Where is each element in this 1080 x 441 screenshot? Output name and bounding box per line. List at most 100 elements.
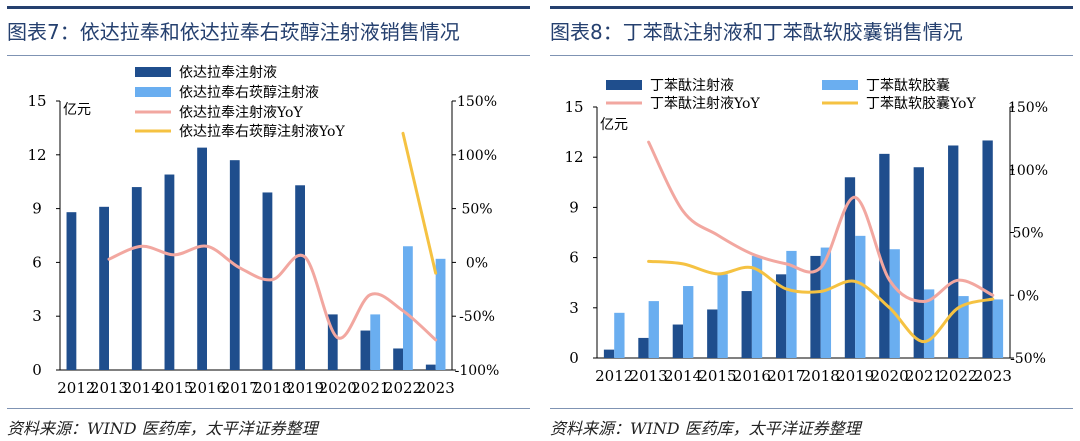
bar-primary bbox=[393, 348, 403, 370]
x-tick-label: 2018 bbox=[253, 379, 291, 397]
y2-tick-label: -50% bbox=[1010, 351, 1046, 367]
y-tick-label: 0 bbox=[569, 349, 579, 367]
legend-label: 依达拉奉右莰醇注射液YoY bbox=[179, 123, 345, 140]
bar-secondary bbox=[717, 274, 728, 358]
chart-panel-right: 图表8：丁苯酞注射液和丁苯酞软胶囊销售情况 0 3 6 9 12 15 -50% 0% 50% 1… bbox=[550, 0, 1073, 441]
bar-primary bbox=[327, 314, 338, 370]
bar-primary bbox=[99, 206, 109, 370]
y-tick-label: 6 bbox=[32, 253, 42, 271]
legend-swatch bbox=[606, 80, 642, 90]
x-tick-label: 2020 bbox=[870, 367, 908, 385]
x-tick-label: 2021 bbox=[351, 379, 389, 397]
y-unit-label: 亿元 bbox=[63, 102, 91, 118]
x-tick-label: 2019 bbox=[836, 367, 874, 385]
y2-tick-label: 0% bbox=[1017, 288, 1039, 304]
x-tick-label: 2012 bbox=[57, 379, 95, 397]
bar-secondary bbox=[435, 258, 446, 370]
y2-tick-label: 150% bbox=[457, 94, 497, 110]
y2-tick-label: 50% bbox=[461, 202, 492, 218]
x-tick-label: 2022 bbox=[939, 367, 977, 385]
legend-label: 丁苯酞软胶囊 bbox=[866, 77, 950, 94]
title-divider bbox=[7, 55, 530, 56]
bar-secondary bbox=[958, 296, 969, 358]
bar-primary bbox=[672, 324, 684, 358]
x-tick-label: 2020 bbox=[319, 379, 357, 397]
x-tick-label: 2017 bbox=[221, 379, 259, 397]
bar-secondary bbox=[683, 286, 694, 358]
title-top-rule bbox=[7, 6, 530, 9]
source-divider bbox=[7, 408, 530, 409]
title-divider bbox=[550, 55, 1073, 56]
x-tick-label: 2023 bbox=[974, 367, 1012, 385]
bar-secondary bbox=[751, 255, 763, 358]
y-tick-label: 9 bbox=[32, 200, 42, 218]
y-tick-label: 3 bbox=[32, 307, 42, 325]
bar-secondary bbox=[820, 247, 832, 358]
bar-primary bbox=[360, 330, 371, 370]
x-tick-label: 2016 bbox=[733, 367, 771, 385]
bar-primary bbox=[810, 255, 821, 358]
source-note: 资料来源：WIND 医药库，太平洋证券整理 bbox=[7, 419, 318, 438]
bar-primary bbox=[707, 309, 718, 358]
bar-primary bbox=[197, 147, 207, 370]
title-top-rule bbox=[550, 6, 1073, 9]
bar-primary bbox=[164, 174, 175, 370]
y2-tick-label: 100% bbox=[457, 148, 497, 164]
bar-primary bbox=[741, 291, 752, 358]
bar-secondary bbox=[614, 312, 625, 358]
yoy-line-primary bbox=[647, 140, 995, 304]
chart-left: 0 3 6 9 12 15 -100% -50% 0% 50% 100% 150% 亿元 20122013… bbox=[27, 65, 500, 397]
x-tick-label: 2014 bbox=[123, 379, 161, 397]
yoy-line-primary bbox=[107, 244, 438, 342]
bar-secondary bbox=[889, 249, 900, 358]
x-tick-label: 2021 bbox=[905, 367, 943, 385]
y2-tick-label: -100% bbox=[455, 363, 500, 379]
y-tick-label: 3 bbox=[569, 299, 579, 317]
figure-title: 图表7：依达拉奉和依达拉奉右莰醇注射液销售情况 bbox=[7, 20, 460, 44]
y-tick-label: 6 bbox=[569, 249, 579, 267]
y-tick-label: 12 bbox=[564, 148, 583, 166]
chart-right: 03691215-50%0%50%100%150%亿元2012201320142… bbox=[564, 77, 1048, 385]
figure-title: 图表8：丁苯酞注射液和丁苯酞软胶囊销售情况 bbox=[550, 20, 963, 44]
bar-secondary bbox=[648, 301, 659, 358]
legend-swatch bbox=[135, 87, 171, 97]
bar-secondary bbox=[923, 289, 935, 358]
x-tick-label: 2013 bbox=[630, 367, 668, 385]
x-tick-label: 2018 bbox=[802, 367, 840, 385]
x-tick-label: 2017 bbox=[767, 367, 805, 385]
bar-secondary bbox=[370, 314, 381, 370]
x-tick-label: 2013 bbox=[90, 379, 128, 397]
bar-secondary bbox=[786, 250, 797, 358]
y2-tick-label: 100% bbox=[1008, 163, 1048, 179]
bar-primary bbox=[603, 349, 615, 358]
bar-secondary bbox=[855, 235, 866, 358]
legend-swatch bbox=[822, 80, 858, 90]
x-tick-label: 2023 bbox=[417, 379, 455, 397]
bar-primary bbox=[913, 167, 924, 358]
bar-primary bbox=[879, 153, 890, 358]
x-tick-label: 2019 bbox=[286, 379, 324, 397]
x-tick-label: 2022 bbox=[384, 379, 422, 397]
x-tick-label: 2016 bbox=[188, 379, 226, 397]
source-divider bbox=[550, 408, 1073, 409]
bar-primary bbox=[982, 140, 993, 358]
chart-panel-left: 图表7：依达拉奉和依达拉奉右莰醇注射液销售情况 0 3 6 9 12 15 -100% -50… bbox=[7, 0, 530, 441]
bar-primary bbox=[66, 212, 77, 370]
yoy-line-secondary bbox=[401, 131, 438, 275]
bar-secondary bbox=[992, 299, 1004, 358]
legend-label: 依达拉奉注射液YoY bbox=[179, 105, 303, 121]
y2-tick-label: 150% bbox=[1008, 100, 1048, 116]
legend-label: 依达拉奉注射液 bbox=[179, 65, 277, 81]
y2-tick-label: 0% bbox=[466, 255, 488, 271]
y-tick-label: 9 bbox=[569, 198, 579, 216]
y-tick-label: 15 bbox=[564, 98, 583, 116]
legend-label: 丁苯酞注射液 bbox=[650, 77, 734, 94]
x-tick-label: 2014 bbox=[664, 367, 702, 385]
source-note: 资料来源：WIND 医药库，太平洋证券整理 bbox=[550, 419, 861, 438]
bar-primary bbox=[638, 337, 649, 358]
x-tick-label: 2012 bbox=[595, 367, 633, 385]
x-tick-label: 2015 bbox=[155, 379, 193, 397]
bar-primary bbox=[131, 187, 142, 370]
legend-label: 丁苯酞软胶囊YoY bbox=[866, 95, 976, 112]
legend-swatch bbox=[135, 67, 171, 77]
